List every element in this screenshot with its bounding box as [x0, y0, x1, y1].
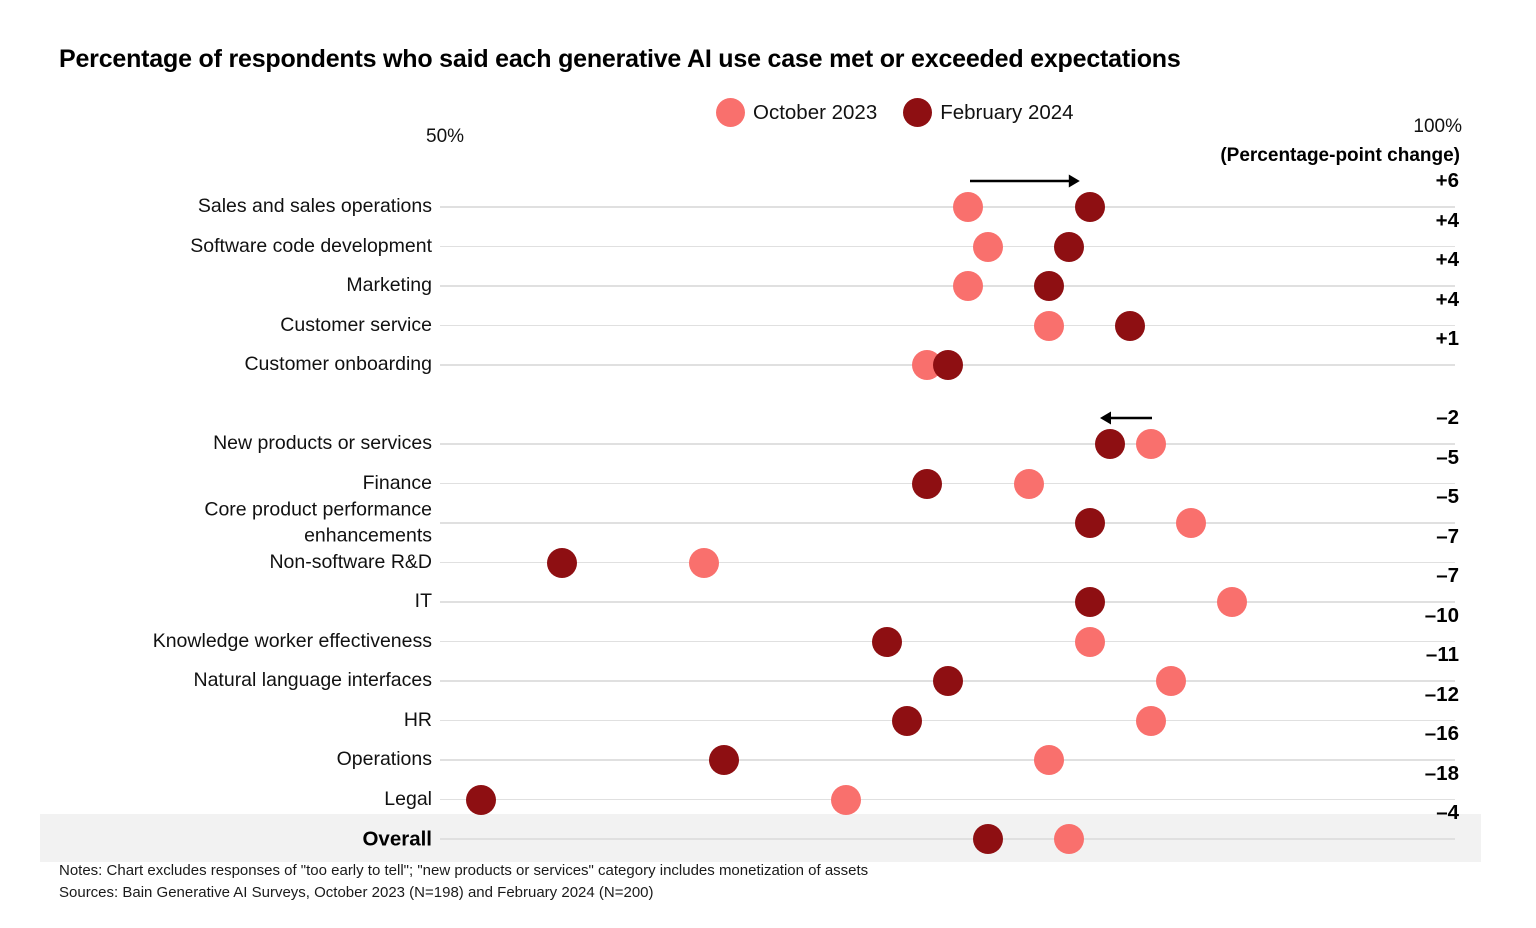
category-label: Customer onboarding	[244, 353, 432, 376]
row-line	[440, 759, 1455, 761]
change-value: –12	[1424, 682, 1459, 706]
category-label: Customer service	[280, 313, 432, 336]
october-2023-dot	[1054, 824, 1085, 854]
october-2023-dot	[1135, 429, 1166, 459]
decrease-arrow-icon	[1099, 411, 1153, 425]
x-axis-max-label: 100%	[1413, 116, 1462, 137]
october-2023-dot	[1074, 626, 1105, 657]
change-value: –7	[1436, 524, 1459, 548]
row-line	[440, 522, 1455, 524]
category-label: HR	[403, 708, 432, 731]
sources-line: Sources: Bain Generative AI Surveys, Oct…	[59, 883, 654, 901]
legend-item-october-2023: October 2023	[716, 98, 877, 127]
row-line	[440, 640, 1455, 643]
change-value: –11	[1425, 643, 1459, 666]
february-2024-dot	[1115, 310, 1146, 341]
october-2023-dot	[1176, 508, 1207, 538]
february-2024-dot	[871, 626, 902, 657]
row-line	[440, 482, 1455, 485]
category-label: New products or services	[213, 432, 432, 455]
october-2023-dot	[1034, 745, 1064, 775]
october-2023-dot	[688, 547, 719, 578]
february-2024-dot	[1054, 231, 1085, 262]
overall-highlight-band	[40, 814, 1481, 862]
category-label: Marketing	[346, 274, 432, 297]
change-value: –18	[1424, 761, 1459, 785]
row-line	[440, 285, 1455, 287]
february-2024-dot	[1074, 508, 1105, 538]
february-2024-dot	[932, 350, 963, 380]
october-2023-dot	[952, 192, 983, 222]
change-value: +1	[1435, 327, 1459, 350]
february-2024-dot	[465, 784, 496, 815]
change-value: –7	[1436, 564, 1459, 587]
row-line	[440, 245, 1455, 248]
category-label: IT	[414, 590, 432, 613]
category-label: Overall	[362, 827, 432, 851]
category-label: Sales and sales operations	[197, 195, 432, 218]
row-line	[440, 443, 1455, 445]
change-value: +4	[1435, 208, 1459, 232]
category-label: Core product performance enhancements	[204, 498, 432, 546]
legend: October 2023 February 2024	[716, 98, 1074, 127]
change-value: –2	[1436, 406, 1459, 429]
february-2024-dot	[709, 745, 740, 775]
increase-arrow-icon	[969, 174, 1080, 188]
change-value: –4	[1436, 801, 1459, 824]
february-2024-dot	[546, 547, 577, 578]
change-value: –5	[1436, 485, 1459, 508]
row-line	[440, 601, 1455, 603]
legend-october-2023-dot	[716, 98, 745, 127]
october-2023-dot	[973, 231, 1004, 262]
chart-title: Percentage of respondents who said each …	[59, 44, 1181, 73]
row-line	[440, 719, 1455, 722]
legend-february-2024-dot	[903, 98, 933, 127]
row-line	[440, 798, 1455, 801]
notes-line: Notes: Chart excludes responses of "too …	[59, 862, 869, 879]
october-2023-dot	[1216, 587, 1247, 617]
footnotes: Notes: Chart excludes responses of "too …	[59, 860, 868, 904]
category-label: Operations	[336, 748, 432, 771]
february-2024-dot	[1094, 429, 1125, 459]
october-2023-dot	[1013, 468, 1044, 499]
category-label: Natural language interfaces	[193, 669, 433, 692]
legend-item-february-2024: February 2024	[903, 98, 1074, 127]
row-line	[440, 561, 1455, 564]
change-value: +4	[1435, 287, 1459, 311]
row-line	[440, 206, 1455, 208]
february-2024-dot	[891, 705, 922, 736]
change-value: –16	[1424, 722, 1459, 745]
october-2023-dot	[1155, 666, 1186, 696]
legend-february-2024-label: February 2024	[940, 100, 1074, 124]
february-2024-dot	[932, 666, 963, 696]
february-2024-dot	[1074, 192, 1105, 222]
february-2024-dot	[1034, 271, 1064, 301]
october-2023-dot	[952, 271, 983, 301]
row-line	[440, 324, 1455, 327]
change-value: +4	[1435, 248, 1459, 271]
february-2024-dot	[912, 468, 943, 499]
category-label: Non-software R&D	[269, 550, 432, 573]
october-2023-dot	[1135, 705, 1166, 736]
x-axis-min-label: 50%	[426, 126, 465, 147]
change-column-header: (Percentage-point change)	[1220, 145, 1460, 166]
change-value: –5	[1436, 445, 1459, 469]
category-label: Software code development	[190, 234, 432, 257]
row-line	[440, 838, 1455, 840]
legend-october-2023-label: October 2023	[753, 100, 878, 124]
change-value: +6	[1435, 169, 1459, 192]
october-2023-dot	[831, 784, 861, 815]
category-label: Legal	[384, 787, 432, 810]
category-label: Finance	[362, 471, 432, 494]
february-2024-dot	[973, 824, 1004, 854]
change-value: –10	[1424, 603, 1459, 627]
october-2023-dot	[1034, 310, 1064, 341]
february-2024-dot	[1074, 587, 1105, 617]
category-label: Knowledge worker effectiveness	[152, 629, 432, 652]
